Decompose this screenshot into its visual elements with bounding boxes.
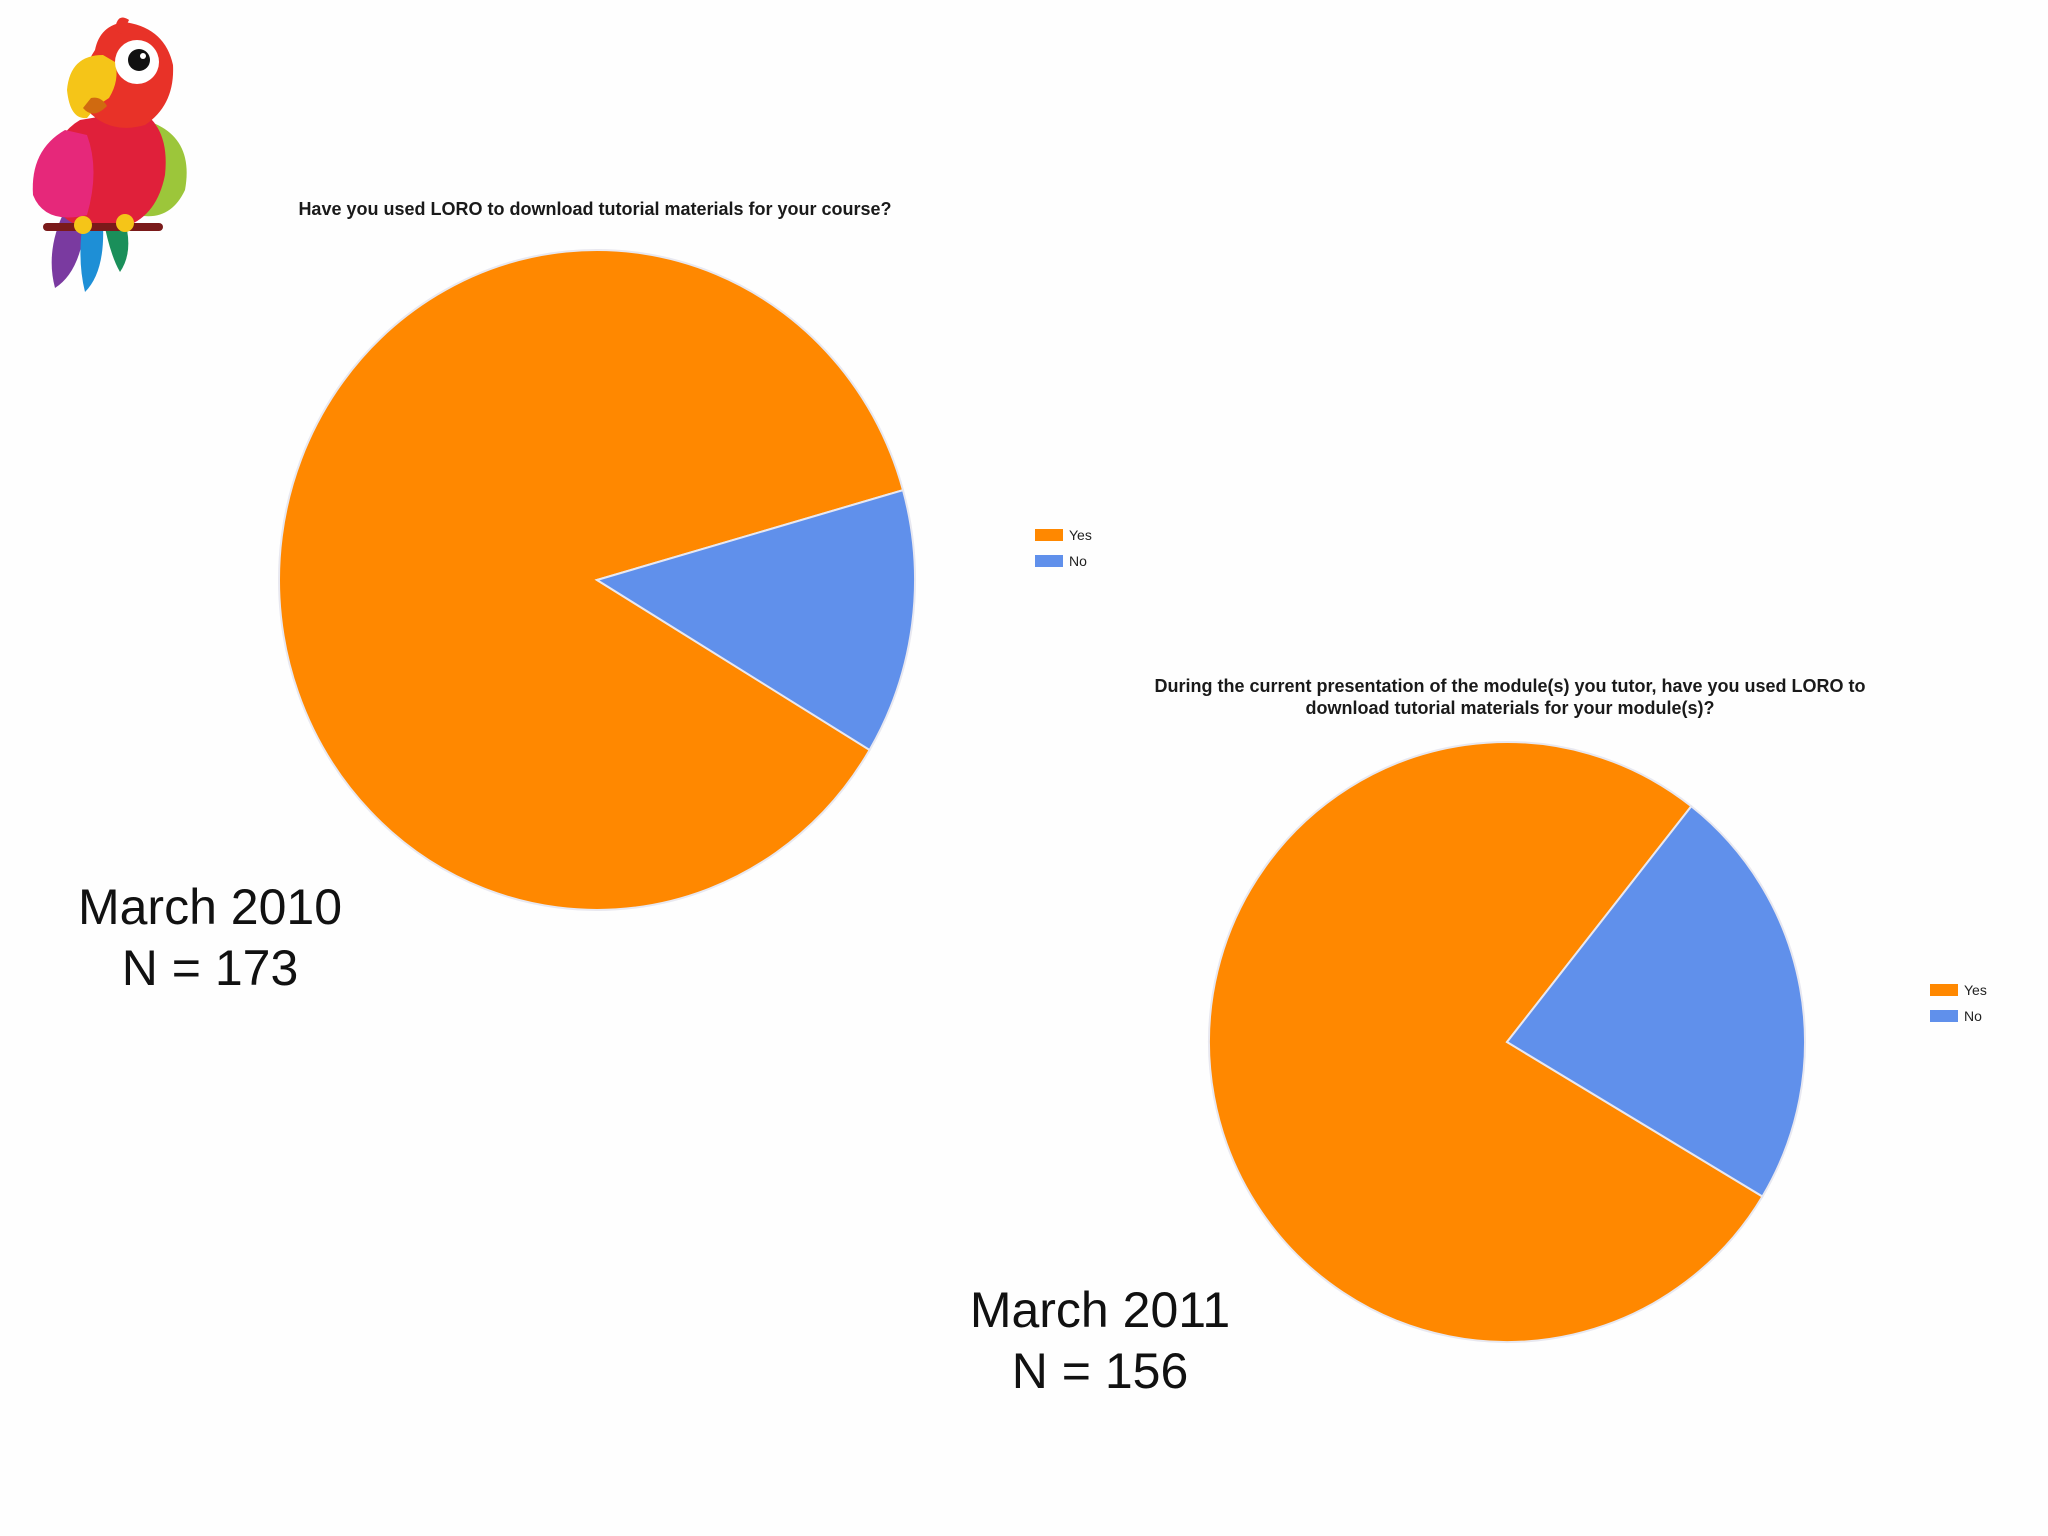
legend-swatch-yes xyxy=(1930,984,1958,996)
chart-caption: March 2010 N = 173 xyxy=(40,877,380,999)
legend-label-yes: Yes xyxy=(1964,982,1987,998)
legend-label-no: No xyxy=(1964,1008,1982,1024)
caption-date: March 2010 xyxy=(77,879,343,935)
pie-chart xyxy=(1208,741,1806,1343)
caption-sample-size: N = 156 xyxy=(1011,1343,1189,1399)
legend-label-yes: Yes xyxy=(1069,527,1092,543)
pie-chart xyxy=(278,249,916,911)
caption-date: March 2011 xyxy=(969,1282,1231,1338)
chart-legend: Yes No xyxy=(1930,982,1987,1024)
chart-legend: Yes No xyxy=(1035,527,1092,569)
legend-swatch-no xyxy=(1930,1010,1958,1022)
chart-title: During the current presentation of the m… xyxy=(1154,676,1866,718)
legend-swatch-no xyxy=(1035,555,1063,567)
legend-label-no: No xyxy=(1069,553,1087,569)
parrot-mascot-icon xyxy=(32,17,187,292)
legend-swatch-yes xyxy=(1035,529,1063,541)
caption-sample-size: N = 173 xyxy=(121,940,299,996)
pie-slice-no xyxy=(1505,804,1806,1198)
pie-slice-no xyxy=(594,488,916,752)
pie-slice-yes xyxy=(278,249,905,911)
chart-title: Have you used LORO to download tutorial … xyxy=(298,199,892,219)
chart-caption: March 2011 N = 156 xyxy=(930,1280,1270,1402)
